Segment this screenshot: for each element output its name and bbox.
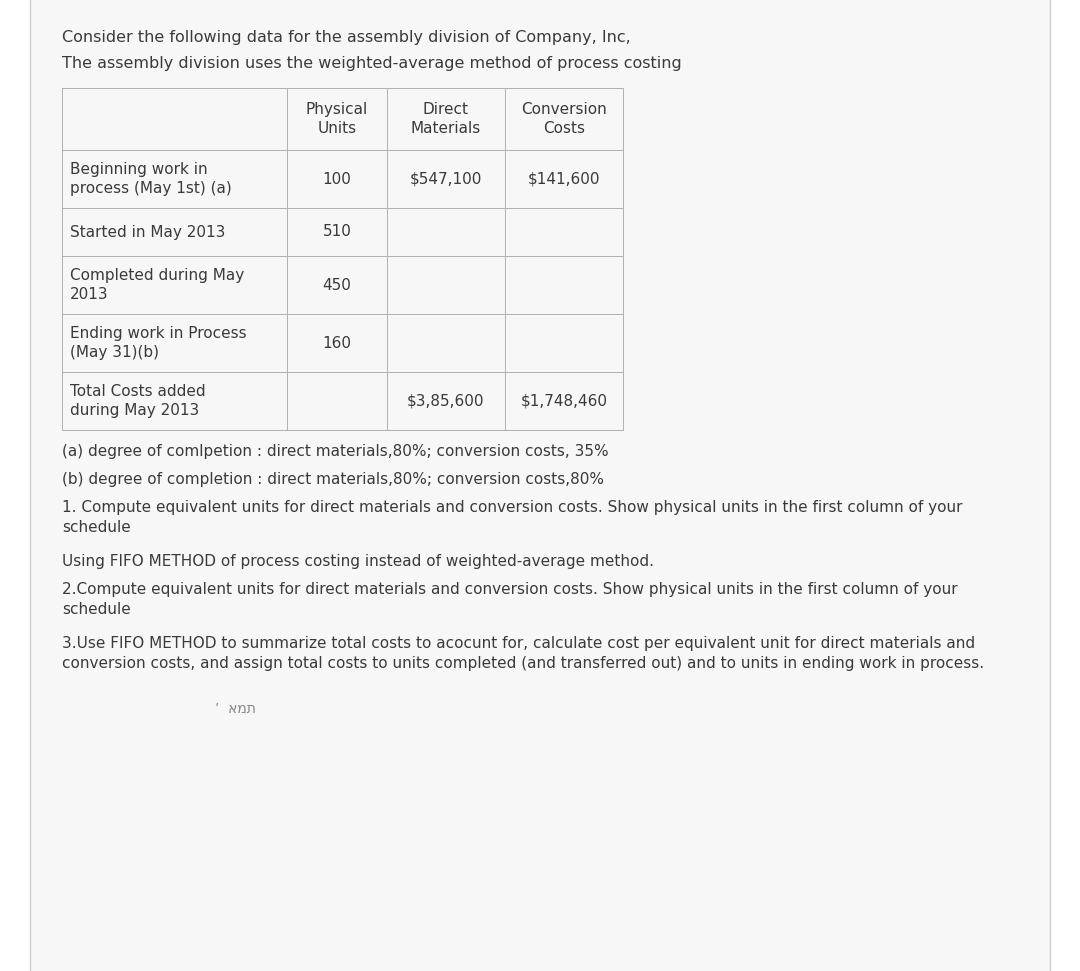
Bar [287, 150, 387, 208]
Text: Physical
Units: Physical Units [306, 102, 368, 136]
Text: 450: 450 [323, 278, 351, 292]
Bar [387, 372, 505, 430]
Bar [505, 314, 623, 372]
Text: Consider the following data for the assembly division of Company, Inc,: Consider the following data for the asse… [62, 30, 631, 45]
Bar [387, 150, 505, 208]
Bar [62, 150, 287, 208]
Text: Beginning work in
process (May 1st) (a): Beginning work in process (May 1st) (a) [70, 161, 232, 196]
Bar [505, 256, 623, 314]
Bar [287, 208, 387, 256]
Bar [62, 208, 287, 256]
Text: 510: 510 [323, 224, 351, 240]
Bar [62, 256, 287, 314]
Bar [505, 372, 623, 430]
Text: Direct
Materials: Direct Materials [410, 102, 481, 136]
Bar [505, 150, 623, 208]
Text: 3.Use FIFO METHOD to summarize total costs to acocunt for, calculate cost per eq: 3.Use FIFO METHOD to summarize total cos… [62, 636, 984, 671]
Text: 2.Compute equivalent units for direct materials and conversion costs. Show physi: 2.Compute equivalent units for direct ma… [62, 582, 958, 618]
Text: $3,85,600: $3,85,600 [407, 393, 485, 409]
Text: 1. Compute equivalent units for direct materials and conversion costs. Show phys: 1. Compute equivalent units for direct m… [62, 500, 962, 535]
Bar [505, 88, 623, 150]
Bar [287, 88, 387, 150]
Text: Using FIFO METHOD of process costing instead of weighted-average method.: Using FIFO METHOD of process costing ins… [62, 554, 654, 569]
Text: (a) degree of comlpetion : direct materials,80%; conversion costs, 35%: (a) degree of comlpetion : direct materi… [62, 444, 609, 459]
Text: $141,600: $141,600 [528, 172, 600, 186]
Text: 100: 100 [323, 172, 351, 186]
Bar [287, 314, 387, 372]
Bar [387, 88, 505, 150]
Text: ’  אמת: ’ אמת [215, 702, 256, 716]
Text: $1,748,460: $1,748,460 [521, 393, 607, 409]
Bar [287, 256, 387, 314]
Text: Conversion
Costs: Conversion Costs [522, 102, 607, 136]
Bar [505, 208, 623, 256]
Bar [387, 256, 505, 314]
Text: (b) degree of completion : direct materials,80%; conversion costs,80%: (b) degree of completion : direct materi… [62, 472, 604, 487]
Bar [287, 372, 387, 430]
Text: The assembly division uses the weighted-average method of process costing: The assembly division uses the weighted-… [62, 56, 681, 71]
Bar [62, 314, 287, 372]
Text: 160: 160 [323, 336, 351, 351]
Text: $547,100: $547,100 [409, 172, 482, 186]
Text: Total Costs added
during May 2013: Total Costs added during May 2013 [70, 384, 205, 419]
Bar [62, 372, 287, 430]
Text: Ending work in Process
(May 31)(b): Ending work in Process (May 31)(b) [70, 325, 246, 360]
Text: Started in May 2013: Started in May 2013 [70, 224, 226, 240]
Bar [62, 88, 287, 150]
Bar [387, 208, 505, 256]
Text: Completed during May
2013: Completed during May 2013 [70, 268, 244, 302]
Bar [387, 314, 505, 372]
